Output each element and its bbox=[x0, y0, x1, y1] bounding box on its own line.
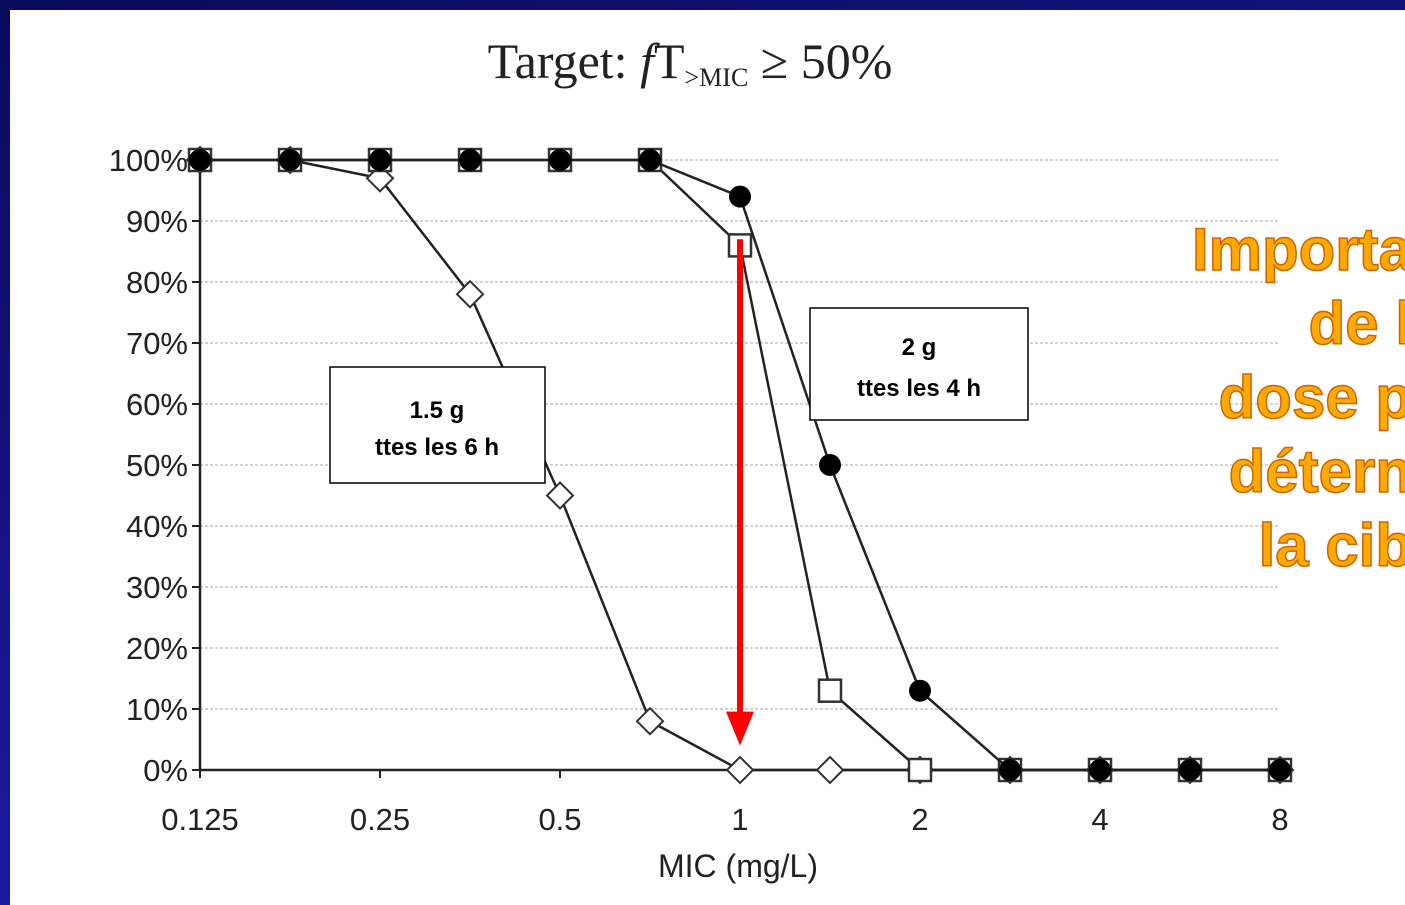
diamond-marker bbox=[545, 481, 575, 510]
annotation-2-line1: 2 g bbox=[902, 334, 937, 361]
y-tick-label: 40% bbox=[126, 509, 188, 544]
side-note-line-2: de l bbox=[1309, 290, 1405, 357]
y-tick-label: 50% bbox=[126, 448, 188, 483]
annotation-1-line2: ttes les 6 h bbox=[375, 434, 499, 461]
arrow-head bbox=[726, 711, 754, 746]
y-tick-label: 10% bbox=[126, 692, 188, 727]
side-note-line-5: la cib bbox=[1259, 512, 1405, 579]
slide-frame-left bbox=[0, 0, 10, 905]
circle-marker bbox=[459, 149, 482, 171]
diamond-marker bbox=[635, 706, 665, 736]
mic-arrow bbox=[726, 239, 754, 746]
x-tick-label: 0.125 bbox=[161, 802, 239, 837]
diamond-marker bbox=[455, 279, 485, 309]
x-axis-label: MIC (mg/L) bbox=[658, 848, 818, 884]
x-tick-label: 0.5 bbox=[538, 802, 581, 837]
y-tick-label: 30% bbox=[126, 570, 188, 605]
y-tick-label: 60% bbox=[126, 387, 188, 422]
x-tick-label: 4 bbox=[1091, 802, 1108, 837]
x-tick-label: 8 bbox=[1271, 802, 1288, 837]
slide-frame-top bbox=[0, 0, 1405, 10]
circle-marker bbox=[369, 149, 391, 171]
x-tick-label: 2 bbox=[911, 802, 928, 837]
side-note-line-1: Importa bbox=[1192, 216, 1405, 283]
circle-marker bbox=[909, 679, 931, 702]
side-note-line-4: détern bbox=[1229, 438, 1405, 505]
y-tick-label: 100% bbox=[109, 143, 188, 178]
y-tick-labels: 0% 10% 20% 30% 40% 50% 60% 70% 80% 90% 100% bbox=[109, 143, 188, 788]
circle-marker bbox=[1269, 759, 1291, 781]
y-tick-label: 80% bbox=[126, 265, 188, 300]
y-tick-label: 20% bbox=[126, 631, 188, 666]
x-tick-labels: 0.125 0.25 0.5 1 2 4 8 bbox=[161, 802, 1288, 837]
annotation-1-line1: 1.5 g bbox=[410, 397, 465, 424]
series-3 bbox=[189, 149, 1291, 781]
chart-title: Target: fT>MIC ≥ 50% bbox=[488, 33, 893, 92]
x-tick-label: 1 bbox=[731, 802, 748, 837]
square-marker bbox=[817, 678, 843, 703]
annotation-box-2: 2 g ttes les 4 h bbox=[809, 307, 1029, 421]
circle-marker bbox=[998, 759, 1021, 781]
diamond-marker bbox=[815, 755, 845, 785]
circle-marker bbox=[1089, 759, 1111, 781]
circle-marker bbox=[1179, 759, 1202, 781]
y-tick-label: 90% bbox=[126, 204, 188, 239]
y-tick-label: 70% bbox=[126, 326, 188, 361]
diamond-marker bbox=[725, 755, 755, 785]
x-tick-label: 0.25 bbox=[350, 802, 410, 837]
square-marker bbox=[907, 757, 933, 783]
y-tick-label: 0% bbox=[143, 753, 188, 788]
circle-marker bbox=[189, 149, 211, 171]
circle-marker bbox=[729, 185, 751, 208]
circle-marker bbox=[638, 149, 661, 171]
annotation-box-1: 1.5 g ttes les 6 h bbox=[329, 366, 546, 484]
circle-marker bbox=[549, 149, 571, 171]
side-note: Importa de l dose p détern la cib bbox=[1191, 215, 1405, 580]
side-note-line-3: dose p bbox=[1219, 364, 1405, 431]
circle-marker bbox=[818, 454, 841, 476]
annotation-2-line2: ttes les 4 h bbox=[857, 375, 981, 402]
series-group bbox=[185, 145, 1295, 785]
circle-marker bbox=[279, 149, 302, 171]
